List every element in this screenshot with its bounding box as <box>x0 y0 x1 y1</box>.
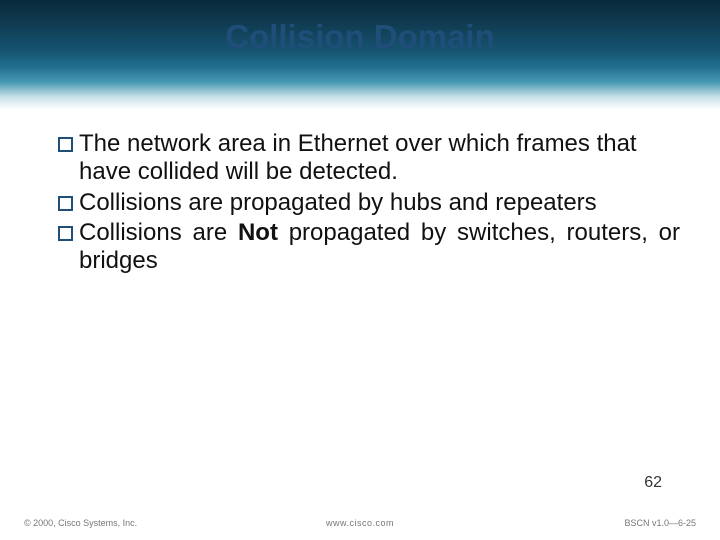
bullet-text: The network area in Ethernet over which … <box>79 130 680 187</box>
bullet-text-before: The network area in Ethernet over which … <box>79 130 637 185</box>
bullet-text: Collisions are Not propagated by switche… <box>79 219 680 276</box>
bullet-item: The network area in Ethernet over which … <box>58 130 680 187</box>
page-number: 62 <box>644 474 662 492</box>
bullet-box-icon <box>58 137 73 152</box>
footer-url: www.cisco.com <box>0 518 720 528</box>
bullet-item: Collisions are Not propagated by switche… <box>58 219 680 276</box>
slide-title: Collision Domain <box>0 18 720 56</box>
footer-slide-code: BSCN v1.0—6-25 <box>624 518 696 528</box>
bullet-box-icon <box>58 196 73 211</box>
content-area: The network area in Ethernet over which … <box>58 130 680 278</box>
bullet-text-before: Collisions are <box>79 219 238 246</box>
bullet-text-bold: Not <box>238 219 278 246</box>
bullet-box-icon <box>58 226 73 241</box>
slide: Collision Domain The network area in Eth… <box>0 0 720 540</box>
bullet-text-before: Collisions are propagated by hubs and re… <box>79 189 597 216</box>
bullet-text: Collisions are propagated by hubs and re… <box>79 189 680 217</box>
footer: © 2000, Cisco Systems, Inc. www.cisco.co… <box>0 504 720 528</box>
bullet-item: Collisions are propagated by hubs and re… <box>58 189 680 217</box>
